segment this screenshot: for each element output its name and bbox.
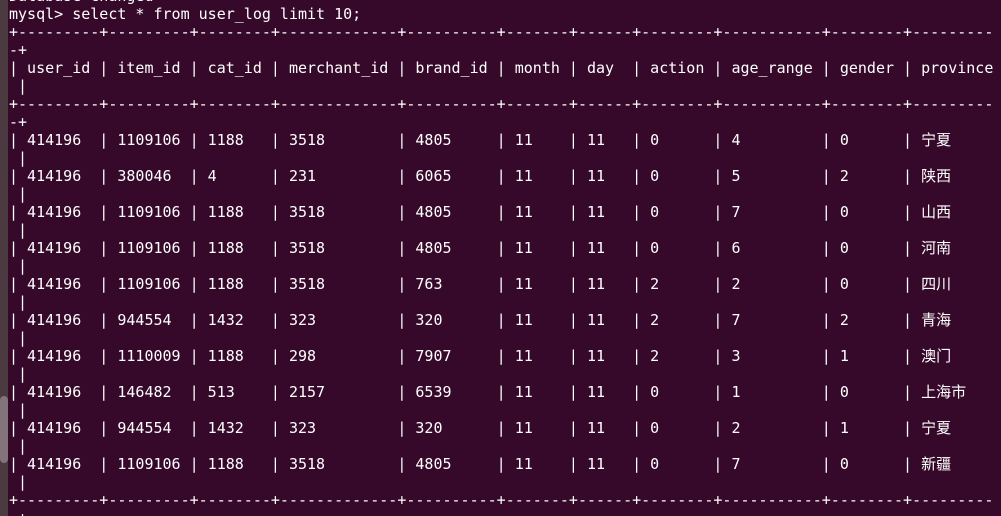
terminal-line-continuation: | xyxy=(9,257,28,275)
terminal-line-continuation: | xyxy=(9,149,28,167)
terminal-line: | 414196 | 1110009 | 1188 | 298 | 7907 |… xyxy=(9,347,988,365)
terminal-line-continuation: | xyxy=(9,365,28,383)
prompt-line: mysql> select * from user_log limit 10; xyxy=(9,5,362,23)
terminal-line: +---------+---------+--------+----------… xyxy=(9,95,994,113)
terminal-line-continuation: -+ xyxy=(9,41,28,59)
terminal-line: | 414196 | 944554 | 1432 | 323 | 320 | 1… xyxy=(9,311,988,329)
terminal-line-continuation: | xyxy=(9,473,28,491)
terminal-line-continuation: | xyxy=(9,77,28,95)
terminal-line-continuation: | xyxy=(9,329,28,347)
terminal-line: | 414196 | 1109106 | 1188 | 3518 | 4805 … xyxy=(9,203,988,221)
terminal-line: | 414196 | 1109106 | 1188 | 3518 | 763 |… xyxy=(9,275,988,293)
terminal-line: | 414196 | 1109106 | 1188 | 3518 | 4805 … xyxy=(9,455,988,473)
terminal-line-continuation: | xyxy=(9,401,28,419)
terminal-line: | 414196 | 1109106 | 1188 | 3518 | 4805 … xyxy=(9,131,988,149)
terminal-line-continuation: | xyxy=(9,293,28,311)
scrollbar-thumb[interactable] xyxy=(0,396,8,463)
terminal-line: +---------+---------+--------+----------… xyxy=(9,491,994,509)
terminal-line-continuation: | xyxy=(9,185,28,203)
scrollbar-track[interactable] xyxy=(0,0,8,516)
terminal-line: | user_id | item_id | cat_id | merchant_… xyxy=(9,59,994,77)
terminal-line-continuation: -+ xyxy=(9,113,28,131)
terminal-line-continuation: | xyxy=(9,221,28,239)
terminal-line: | 414196 | 944554 | 1432 | 323 | 320 | 1… xyxy=(9,419,988,437)
terminal-line-continuation: | xyxy=(9,437,28,455)
terminal-line-continuation: -+ xyxy=(9,509,993,516)
terminal-line: +---------+---------+--------+----------… xyxy=(9,23,994,41)
terminal-line: | 414196 | 146482 | 513 | 2157 | 6539 | … xyxy=(9,383,985,401)
terminal-line: | 414196 | 380046 | 4 | 231 | 6065 | 11 … xyxy=(9,167,988,185)
terminal-line: | 414196 | 1109106 | 1188 | 3518 | 4805 … xyxy=(9,239,988,257)
previous-output-line: Database changed xyxy=(9,0,993,5)
terminal-output: Database changedmysql> select * from use… xyxy=(9,0,993,516)
